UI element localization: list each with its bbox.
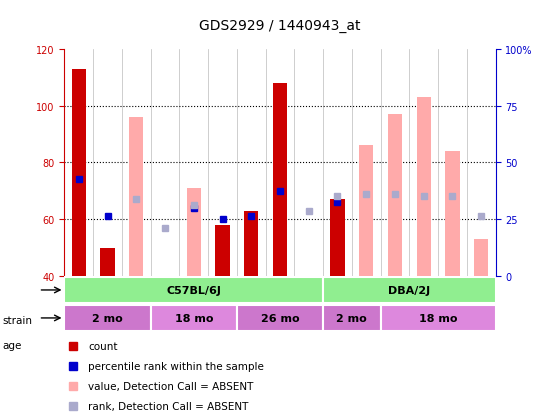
Text: 26 mo: 26 mo [261, 313, 299, 323]
Text: 18 mo: 18 mo [175, 313, 213, 323]
Text: value, Detection Call = ABSENT: value, Detection Call = ABSENT [88, 381, 254, 391]
Bar [273, 83, 287, 276]
Bar [215, 225, 230, 276]
FancyBboxPatch shape [381, 306, 496, 331]
Text: GDS2929 / 1440943_at: GDS2929 / 1440943_at [199, 19, 361, 33]
Text: C57BL/6J: C57BL/6J [166, 285, 221, 295]
Bar [244, 211, 259, 276]
Text: 2 mo: 2 mo [92, 313, 123, 323]
Text: DBA/2J: DBA/2J [388, 285, 431, 295]
Text: 2 mo: 2 mo [337, 313, 367, 323]
FancyBboxPatch shape [323, 278, 496, 303]
FancyBboxPatch shape [237, 306, 323, 331]
Bar [100, 248, 115, 276]
Text: 18 mo: 18 mo [419, 313, 458, 323]
Bar [72, 69, 86, 276]
FancyBboxPatch shape [151, 306, 237, 331]
Bar [129, 118, 143, 276]
Text: age: age [3, 340, 22, 350]
Bar [417, 98, 431, 276]
Bar [388, 115, 402, 276]
Bar [186, 188, 201, 276]
Text: strain: strain [3, 315, 33, 325]
Bar [474, 240, 488, 276]
FancyBboxPatch shape [64, 306, 151, 331]
FancyBboxPatch shape [64, 278, 323, 303]
Text: count: count [88, 341, 118, 351]
Text: rank, Detection Call = ABSENT: rank, Detection Call = ABSENT [88, 401, 249, 411]
FancyBboxPatch shape [323, 306, 381, 331]
Bar [445, 152, 460, 276]
Text: percentile rank within the sample: percentile rank within the sample [88, 361, 264, 371]
Bar [330, 200, 345, 276]
Bar [359, 146, 374, 276]
